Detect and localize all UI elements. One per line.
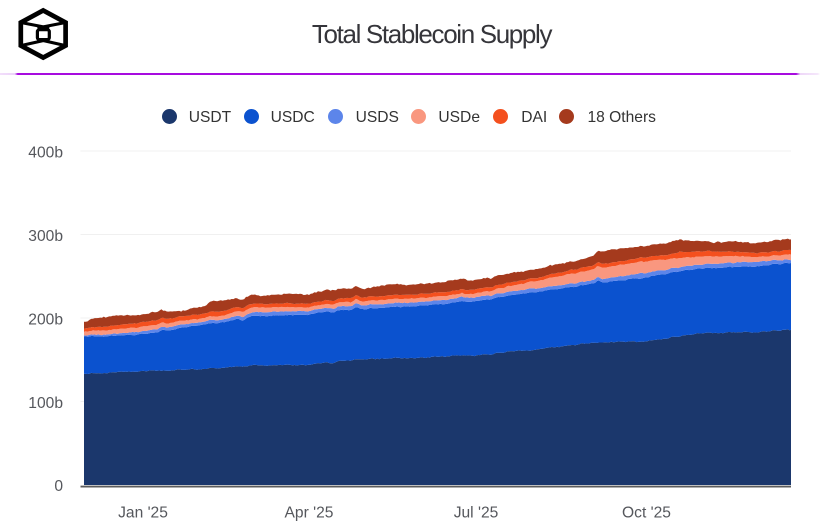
svg-text:0: 0 xyxy=(54,478,63,495)
svg-text:200b: 200b xyxy=(28,311,63,328)
svg-text:400b: 400b xyxy=(28,144,63,161)
svg-text:Oct '25: Oct '25 xyxy=(622,505,671,522)
svg-text:100b: 100b xyxy=(28,395,63,412)
svg-text:Apr '25: Apr '25 xyxy=(285,505,334,522)
svg-text:Jan '25: Jan '25 xyxy=(118,505,168,522)
svg-text:Jul '25: Jul '25 xyxy=(454,505,499,522)
svg-text:300b: 300b xyxy=(28,228,63,245)
